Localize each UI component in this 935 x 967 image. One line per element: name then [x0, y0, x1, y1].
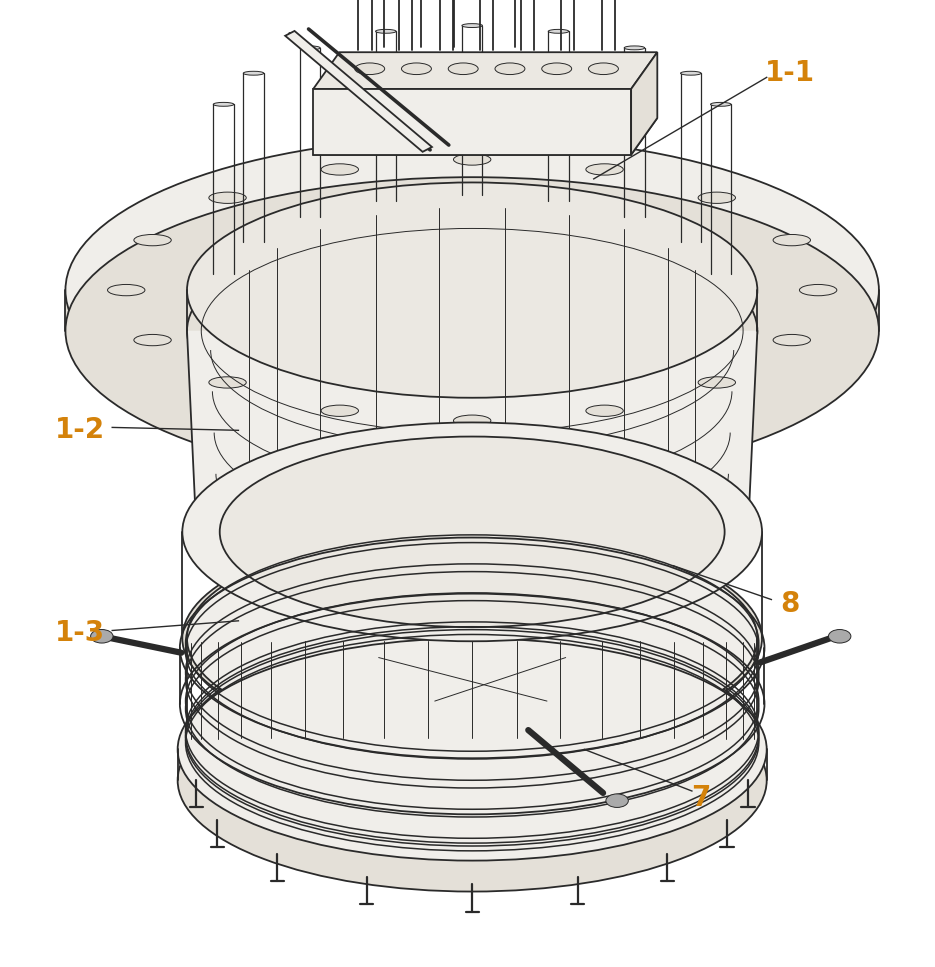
Ellipse shape [606, 794, 628, 807]
Polygon shape [285, 31, 432, 152]
Text: 7: 7 [692, 784, 711, 811]
Text: 1-3: 1-3 [54, 620, 105, 647]
Ellipse shape [182, 423, 762, 641]
Ellipse shape [586, 405, 624, 417]
Ellipse shape [773, 234, 811, 246]
Text: 8: 8 [781, 591, 799, 618]
Ellipse shape [243, 72, 264, 75]
Ellipse shape [548, 29, 568, 33]
Polygon shape [313, 89, 631, 155]
Ellipse shape [108, 284, 145, 296]
Ellipse shape [134, 234, 171, 246]
Ellipse shape [773, 335, 811, 346]
Ellipse shape [220, 436, 725, 628]
Polygon shape [65, 290, 879, 331]
Ellipse shape [401, 63, 431, 74]
Ellipse shape [321, 163, 358, 175]
Ellipse shape [453, 154, 491, 165]
Ellipse shape [448, 63, 478, 74]
Ellipse shape [681, 72, 701, 75]
Ellipse shape [354, 63, 384, 74]
Polygon shape [313, 118, 657, 155]
Ellipse shape [209, 192, 246, 203]
Text: 1-2: 1-2 [54, 417, 105, 444]
Ellipse shape [541, 63, 571, 74]
Ellipse shape [799, 284, 837, 296]
Ellipse shape [828, 630, 851, 643]
Text: 1-1: 1-1 [765, 59, 815, 86]
Ellipse shape [187, 531, 757, 746]
Ellipse shape [625, 45, 645, 50]
Ellipse shape [495, 63, 525, 74]
Ellipse shape [187, 183, 757, 397]
Ellipse shape [187, 223, 757, 438]
Ellipse shape [376, 29, 396, 33]
Ellipse shape [187, 632, 757, 847]
Ellipse shape [178, 638, 767, 861]
Ellipse shape [178, 669, 767, 892]
Ellipse shape [182, 529, 762, 747]
Ellipse shape [65, 136, 879, 444]
Ellipse shape [91, 630, 113, 643]
Ellipse shape [299, 45, 320, 50]
Ellipse shape [462, 23, 482, 27]
Polygon shape [187, 331, 757, 532]
Ellipse shape [65, 177, 879, 484]
Ellipse shape [586, 163, 624, 175]
Polygon shape [631, 52, 657, 155]
Ellipse shape [213, 103, 234, 106]
Ellipse shape [698, 192, 736, 203]
Ellipse shape [588, 63, 618, 74]
Ellipse shape [209, 377, 246, 388]
Ellipse shape [711, 103, 731, 106]
Ellipse shape [321, 405, 358, 417]
Ellipse shape [453, 415, 491, 426]
Ellipse shape [196, 427, 748, 636]
Ellipse shape [698, 377, 736, 388]
Polygon shape [313, 52, 657, 89]
Ellipse shape [134, 335, 171, 346]
